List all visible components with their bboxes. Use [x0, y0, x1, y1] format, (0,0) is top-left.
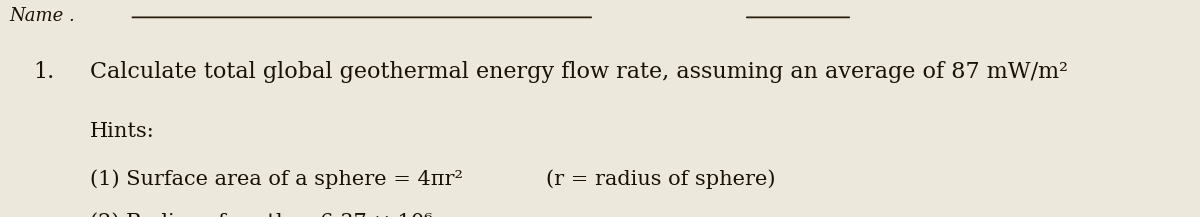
Text: Calculate total global geothermal energy flow rate, assuming an average of 87 mW: Calculate total global geothermal energy… [90, 61, 1068, 83]
Text: Name .: Name . [10, 7, 76, 25]
Text: 1.: 1. [34, 61, 55, 83]
Text: (2) Radius of earth = 6.37 × 10⁶m: (2) Radius of earth = 6.37 × 10⁶m [90, 213, 452, 217]
Text: (1) Surface area of a sphere = 4πr²: (1) Surface area of a sphere = 4πr² [90, 169, 463, 189]
Text: (r = radius of sphere): (r = radius of sphere) [546, 169, 775, 189]
Text: Hints:: Hints: [90, 122, 155, 141]
